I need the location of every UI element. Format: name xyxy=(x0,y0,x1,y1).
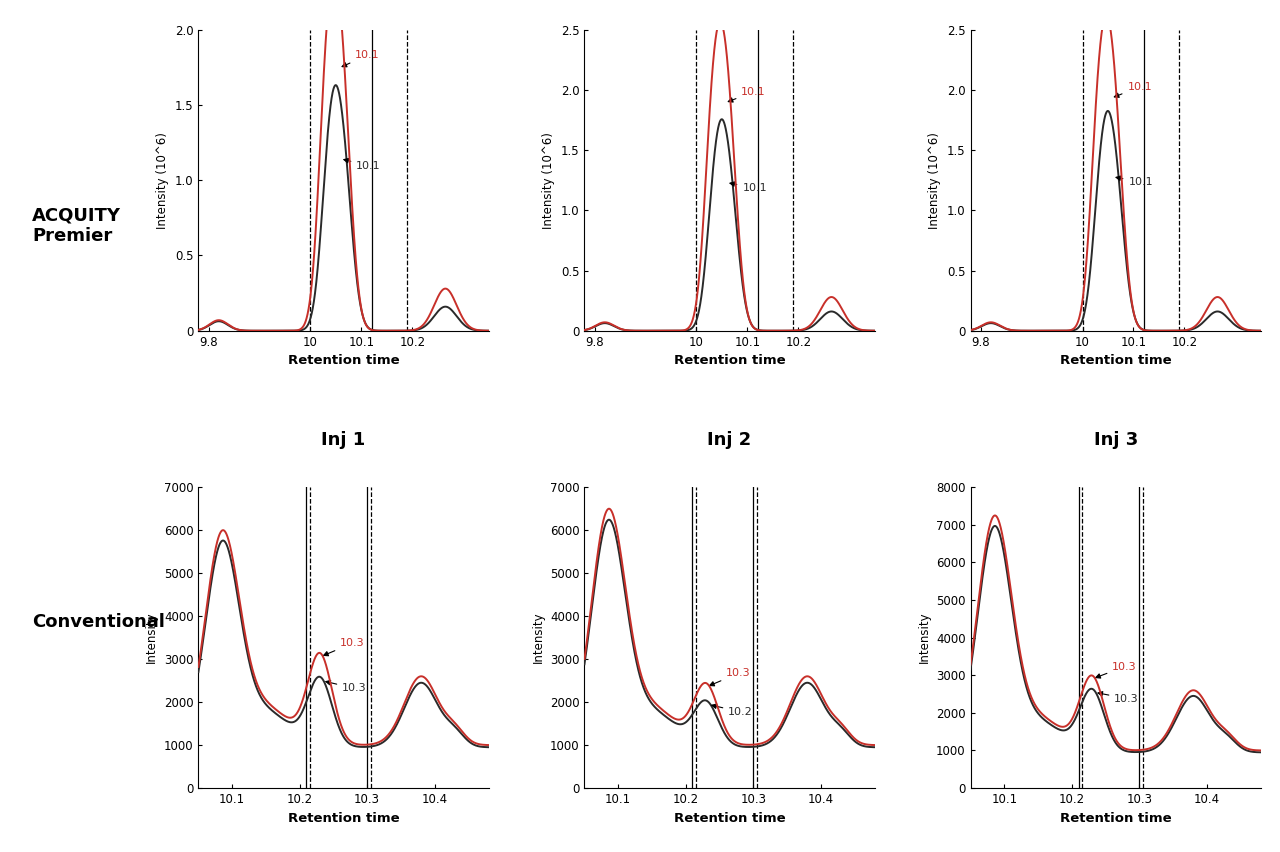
Y-axis label: Intensity: Intensity xyxy=(146,612,159,664)
X-axis label: Retention time: Retention time xyxy=(673,354,786,367)
Y-axis label: Intensity (10^6): Intensity (10^6) xyxy=(543,132,556,228)
Text: 10.1: 10.1 xyxy=(1115,82,1152,97)
Text: Inj 3: Inj 3 xyxy=(1093,431,1138,449)
X-axis label: Retention time: Retention time xyxy=(1060,354,1171,367)
Text: 10.1: 10.1 xyxy=(1116,176,1153,187)
Text: 10.1: 10.1 xyxy=(342,50,380,66)
Text: 10.3: 10.3 xyxy=(709,668,751,686)
Text: Inj 1: Inj 1 xyxy=(321,431,366,449)
Y-axis label: Intensity: Intensity xyxy=(918,612,931,664)
Text: Inj 2: Inj 2 xyxy=(708,431,751,449)
Text: 10.1: 10.1 xyxy=(344,158,381,171)
Text: 10.3: 10.3 xyxy=(1096,662,1137,678)
Text: 10.2: 10.2 xyxy=(712,704,753,717)
X-axis label: Retention time: Retention time xyxy=(288,354,399,367)
Text: 10.1: 10.1 xyxy=(728,87,765,102)
Text: 10.3: 10.3 xyxy=(324,638,365,656)
Y-axis label: Intensity: Intensity xyxy=(531,612,544,664)
Text: 10.3: 10.3 xyxy=(1098,692,1139,704)
Y-axis label: Intensity (10^6): Intensity (10^6) xyxy=(156,132,169,228)
X-axis label: Retention time: Retention time xyxy=(1060,811,1171,825)
Text: 10.3: 10.3 xyxy=(326,681,367,694)
Text: Conventional: Conventional xyxy=(32,613,165,631)
Text: ACQUITY
Premier: ACQUITY Premier xyxy=(32,206,122,245)
X-axis label: Retention time: Retention time xyxy=(673,811,786,825)
X-axis label: Retention time: Retention time xyxy=(288,811,399,825)
Text: 10.1: 10.1 xyxy=(730,181,767,193)
Y-axis label: Intensity (10^6): Intensity (10^6) xyxy=(928,132,942,228)
